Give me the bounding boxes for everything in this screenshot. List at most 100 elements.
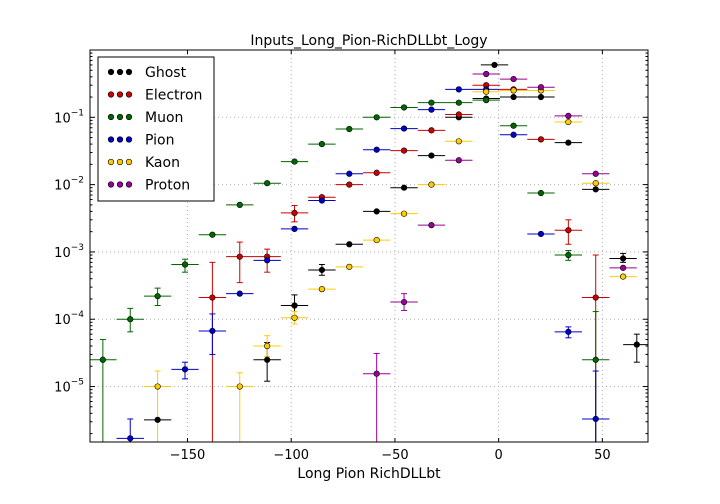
data-point bbox=[346, 125, 353, 133]
data-point bbox=[264, 356, 271, 363]
legend-box bbox=[97, 56, 215, 202]
data-point bbox=[346, 181, 353, 188]
x-tick-label: −150 bbox=[170, 448, 206, 463]
data-point bbox=[537, 84, 545, 91]
data-point bbox=[510, 75, 517, 83]
data-point bbox=[154, 293, 161, 300]
data-point bbox=[537, 93, 545, 101]
data-point bbox=[127, 316, 134, 323]
data-point bbox=[400, 210, 408, 217]
legend-marker bbox=[125, 181, 133, 188]
data-point bbox=[592, 294, 599, 301]
data-point bbox=[318, 266, 326, 274]
legend-label: Kaon bbox=[145, 155, 180, 171]
legend-marker bbox=[125, 113, 133, 121]
data-point bbox=[346, 170, 353, 177]
data-points bbox=[99, 61, 640, 442]
x-tick-label: −100 bbox=[273, 448, 309, 463]
plot-frame bbox=[89, 49, 649, 443]
y-tick-label: 10−2 bbox=[54, 176, 84, 194]
chart-title: Inputs_Long_Pion-RichDLLbt_Logy bbox=[250, 33, 487, 49]
data-point bbox=[428, 181, 435, 188]
data-point bbox=[181, 366, 189, 373]
data-point bbox=[264, 342, 271, 350]
data-point bbox=[236, 253, 243, 260]
data-point bbox=[346, 263, 353, 270]
data-point bbox=[428, 152, 435, 159]
data-point bbox=[291, 158, 298, 165]
data-point bbox=[510, 122, 517, 129]
data-point bbox=[127, 435, 134, 442]
legend-label: Muon bbox=[145, 110, 183, 126]
legend-marker bbox=[125, 136, 133, 143]
data-point bbox=[620, 255, 627, 262]
legend-marker bbox=[125, 68, 133, 76]
data-point bbox=[592, 170, 599, 177]
data-point bbox=[318, 197, 326, 204]
data-point bbox=[400, 184, 408, 191]
data-point bbox=[291, 225, 298, 232]
data-point bbox=[592, 415, 599, 423]
legend-marker bbox=[116, 113, 124, 121]
data-point bbox=[565, 227, 572, 234]
data-point bbox=[483, 97, 490, 104]
data-point bbox=[400, 147, 408, 154]
data-point bbox=[565, 251, 572, 259]
data-point bbox=[565, 139, 572, 146]
data-point bbox=[373, 370, 380, 377]
data-point bbox=[565, 328, 572, 335]
legend-label: Proton bbox=[145, 178, 190, 194]
data-point bbox=[400, 298, 408, 306]
data-point bbox=[209, 294, 216, 301]
data-point bbox=[346, 241, 353, 248]
data-point bbox=[455, 138, 462, 145]
data-point bbox=[565, 112, 572, 119]
y-tick-label: 10−5 bbox=[54, 378, 84, 396]
legend: Ghost Electron Muon Pion Kaon Proton bbox=[97, 56, 215, 202]
legend-marker bbox=[125, 91, 133, 98]
data-point bbox=[264, 257, 271, 264]
legend-label: Ghost bbox=[145, 65, 187, 81]
data-point bbox=[373, 236, 380, 244]
data-point bbox=[209, 327, 216, 335]
x-tick-label: −50 bbox=[381, 448, 408, 463]
data-point bbox=[491, 61, 498, 69]
data-point bbox=[291, 314, 298, 321]
data-point bbox=[373, 114, 380, 121]
data-point bbox=[264, 180, 271, 187]
legend-marker bbox=[116, 91, 124, 98]
legend-marker bbox=[107, 91, 115, 98]
data-point bbox=[455, 111, 462, 118]
data-point bbox=[236, 383, 243, 390]
data-point bbox=[236, 290, 243, 297]
legend-marker bbox=[116, 136, 124, 143]
data-point bbox=[428, 222, 435, 229]
legend-label: Pion bbox=[145, 133, 174, 149]
data-point bbox=[455, 86, 462, 93]
data-point bbox=[510, 131, 517, 138]
data-point bbox=[620, 273, 627, 280]
data-point bbox=[373, 146, 380, 153]
legend-marker bbox=[116, 158, 124, 166]
legend-marker bbox=[107, 181, 115, 188]
data-point bbox=[400, 125, 408, 132]
data-point bbox=[455, 157, 462, 164]
legend-marker bbox=[107, 158, 115, 166]
data-point bbox=[510, 93, 517, 101]
data-point bbox=[209, 231, 216, 238]
data-point bbox=[154, 416, 161, 423]
x-axis-label: Long Pion RichDLLbt bbox=[297, 466, 441, 482]
data-point bbox=[592, 356, 599, 363]
data-point bbox=[537, 230, 545, 238]
data-point bbox=[373, 169, 380, 176]
data-point bbox=[428, 99, 435, 106]
data-point bbox=[537, 136, 545, 143]
data-point bbox=[592, 180, 599, 187]
data-point bbox=[291, 209, 298, 217]
y-tick-label: 10−4 bbox=[54, 310, 84, 328]
data-point bbox=[510, 87, 517, 94]
y-tick-label: 10−1 bbox=[54, 108, 84, 126]
data-point bbox=[236, 201, 243, 208]
legend-marker bbox=[107, 136, 115, 143]
